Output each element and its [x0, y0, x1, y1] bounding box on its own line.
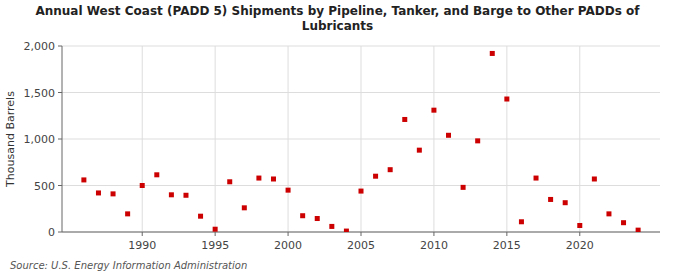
- tick-label-x: 2010: [420, 239, 448, 252]
- tick-x: [215, 232, 216, 236]
- title-line: Annual West Coast (PADD 5) Shipments by …: [35, 4, 640, 18]
- grid: [62, 46, 660, 232]
- point: [402, 117, 407, 122]
- tick-y: [58, 92, 62, 93]
- point: [475, 138, 480, 143]
- point: [621, 220, 626, 225]
- grid-line-x: [142, 46, 143, 232]
- point: [417, 148, 422, 153]
- point: [140, 183, 145, 188]
- point: [315, 216, 320, 221]
- point: [198, 214, 203, 219]
- point: [490, 51, 495, 56]
- point: [504, 97, 509, 102]
- point: [359, 189, 364, 194]
- tick-label-y: 2,000: [24, 40, 56, 53]
- point: [300, 213, 305, 218]
- point: [548, 197, 553, 202]
- point: [534, 176, 539, 181]
- tick-label-x: 2015: [493, 239, 521, 252]
- chart-svg: Annual West Coast (PADD 5) Shipments by …: [0, 0, 675, 275]
- point: [242, 205, 247, 210]
- point: [256, 176, 261, 181]
- tick-y: [58, 185, 62, 186]
- tick-y: [58, 139, 62, 140]
- point: [125, 211, 130, 216]
- tick-y: [58, 46, 62, 47]
- point: [81, 177, 86, 182]
- grid-line-y: [62, 232, 660, 233]
- point: [519, 219, 524, 224]
- tick-label-x: 1995: [201, 239, 229, 252]
- tick-label-x: 2020: [566, 239, 594, 252]
- point: [111, 191, 116, 196]
- point: [271, 176, 276, 181]
- point: [286, 188, 291, 193]
- grid-line-x: [361, 46, 362, 232]
- tick-label-x: 1990: [128, 239, 156, 252]
- point: [373, 174, 378, 179]
- point: [563, 200, 568, 205]
- point: [169, 192, 174, 197]
- title-line: Lubricants: [302, 19, 373, 33]
- tick-label-y: 1,000: [24, 133, 56, 146]
- point: [344, 229, 349, 232]
- point: [96, 190, 101, 195]
- tick-label-y: 0: [48, 226, 55, 239]
- grid-line-x: [433, 46, 434, 232]
- source-note: Source: U.S. Energy Information Administ…: [10, 260, 247, 271]
- tick-x: [361, 232, 362, 236]
- tick-x: [506, 232, 507, 236]
- tick-label-y: 500: [34, 180, 55, 193]
- points: [81, 51, 640, 232]
- point: [577, 223, 582, 228]
- point: [446, 133, 451, 138]
- point: [388, 167, 393, 172]
- tick-label-x: 2005: [347, 239, 375, 252]
- tick-x: [142, 232, 143, 236]
- point: [183, 193, 188, 198]
- point: [606, 211, 611, 216]
- title: Annual West Coast (PADD 5) Shipments by …: [35, 4, 640, 33]
- point: [213, 227, 218, 232]
- axes: 0 500 1,000 1,500 2,000 1990 1995 2000 2005 2010 2…: [24, 40, 661, 252]
- point: [329, 224, 334, 229]
- grid-line-x: [506, 46, 507, 232]
- grid-line-x: [215, 46, 216, 232]
- grid-line-x: [579, 46, 580, 232]
- point: [431, 108, 436, 113]
- tick-x: [288, 232, 289, 236]
- y-axis-label: Thousand Barrels: [4, 91, 17, 188]
- x-axis-line: [62, 232, 660, 233]
- tick-x: [579, 232, 580, 236]
- y-axis-line: [62, 46, 63, 232]
- tick-y: [58, 232, 62, 233]
- tick-label-x: 2000: [274, 239, 302, 252]
- tick-x: [433, 232, 434, 236]
- page: {"chart_data": {"type": "scatter", "titl…: [0, 0, 675, 275]
- point: [227, 179, 232, 184]
- point: [461, 185, 466, 190]
- point: [636, 228, 641, 232]
- point: [592, 176, 597, 181]
- point: [154, 172, 159, 177]
- chart-container: Annual West Coast (PADD 5) Shipments by …: [0, 0, 675, 275]
- grid-line-x: [288, 46, 289, 232]
- tick-label-y: 1,500: [24, 87, 56, 100]
